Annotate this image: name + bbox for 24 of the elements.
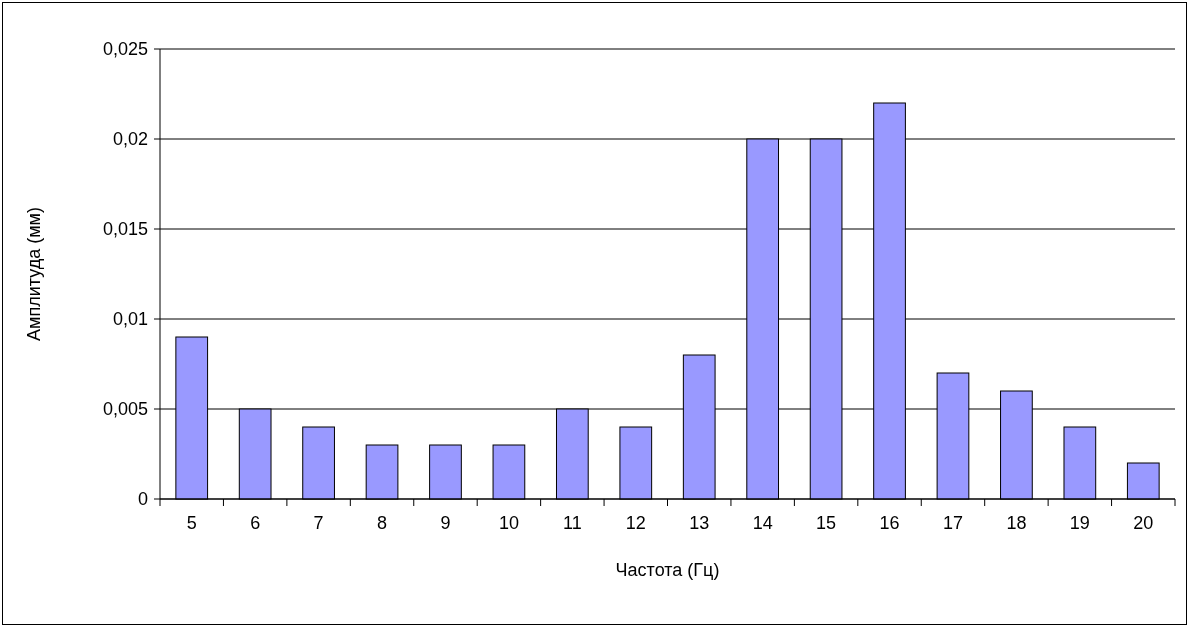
x-tick-label: 7 <box>313 513 324 533</box>
x-tick-label: 5 <box>186 513 197 533</box>
x-tick-label: 18 <box>1006 513 1027 533</box>
x-tick-label: 9 <box>440 513 451 533</box>
y-axis-title: Амплитуда (мм) <box>24 207 44 341</box>
y-tick-label: 0,01 <box>112 309 148 330</box>
x-tick-label: 6 <box>250 513 261 533</box>
x-tick-label: 17 <box>942 513 963 533</box>
x-tick-label: 8 <box>377 513 388 533</box>
x-tick-label: 19 <box>1069 513 1090 533</box>
x-axis-title: Частота (Гц) <box>615 560 720 580</box>
x-tick-label: 13 <box>689 513 710 533</box>
y-tick-label: 0,005 <box>102 399 148 420</box>
y-tick-label: 0,015 <box>102 219 148 240</box>
x-tick-label: 15 <box>816 513 837 533</box>
x-tick-label: 16 <box>879 513 900 533</box>
x-tick-label: 14 <box>752 513 773 533</box>
x-tick-label: 20 <box>1133 513 1154 533</box>
x-tick-label: 11 <box>563 513 582 533</box>
y-tick-label: 0,025 <box>102 39 148 60</box>
y-tick-label: 0,02 <box>112 129 148 150</box>
x-tick-label: 10 <box>498 513 519 533</box>
x-tick-label: 12 <box>625 513 646 533</box>
y-tick-label: 0 <box>137 489 148 510</box>
